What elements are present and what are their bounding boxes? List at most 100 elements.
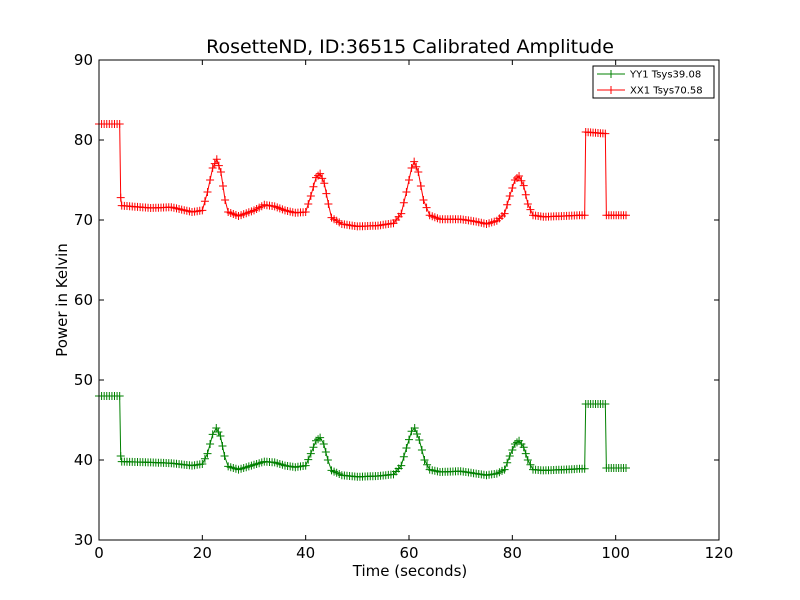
data-point [198, 206, 207, 215]
data-point [580, 464, 589, 473]
data-point [416, 182, 425, 190]
data-point [601, 129, 610, 138]
data-point [200, 197, 209, 206]
data-point [417, 446, 426, 454]
series-markers-yy1 [95, 392, 630, 481]
data-point [208, 164, 217, 172]
data-point [115, 120, 124, 128]
legend-marker-xx1 [607, 86, 615, 94]
data-point [203, 188, 212, 196]
y-tick-label: 90 [74, 51, 93, 69]
data-point [515, 172, 524, 180]
data-point [210, 159, 219, 168]
data-point [523, 456, 532, 464]
legend-box [592, 65, 715, 99]
data-point [523, 200, 532, 208]
data-point [622, 464, 630, 472]
plot-area: 0 20 40 60 80 100 120 30 40 50 60 70 80 90 [74, 51, 733, 562]
data-point [508, 446, 517, 454]
data-point [324, 200, 333, 208]
data-point [320, 179, 329, 188]
data-point [221, 196, 230, 204]
data-point [419, 196, 428, 204]
x-tick-label: 120 [705, 544, 734, 562]
data-point [212, 155, 221, 164]
data-point [402, 444, 411, 452]
data-point [510, 176, 519, 184]
y-tick-label: 40 [74, 451, 93, 469]
y-tick-label: 70 [74, 211, 93, 229]
data-point [526, 460, 535, 469]
data-point [301, 208, 310, 216]
data-point [397, 209, 406, 218]
legend-label-xx1: XX1 Tsys70.58 [630, 86, 703, 97]
x-axis-label: Time (seconds) [352, 562, 468, 580]
data-point [521, 449, 530, 458]
chart-title: RosetteND, ID:36515 Calibrated Amplitude [206, 36, 614, 58]
data-point [415, 436, 424, 444]
data-point [414, 168, 423, 176]
data-point [206, 176, 215, 184]
data-point [304, 455, 313, 464]
data-point [399, 452, 408, 461]
data-point [116, 452, 125, 460]
data-point [500, 209, 509, 218]
data-point [316, 169, 325, 178]
y-tick-label: 80 [74, 131, 93, 149]
data-point [206, 440, 215, 448]
data-point [399, 198, 408, 207]
data-point [512, 438, 521, 447]
data-point [503, 458, 512, 467]
data-point [517, 176, 526, 185]
data-point [322, 189, 331, 198]
data-point [203, 449, 212, 458]
x-tick-label: 60 [399, 544, 418, 562]
data-point [309, 182, 318, 191]
legend-marker-yy1 [607, 70, 615, 78]
series-markers-xx1 [95, 120, 630, 231]
y-tick-label: 60 [74, 291, 93, 309]
data-point [500, 465, 509, 474]
data-point [512, 174, 521, 182]
data-point [405, 176, 413, 184]
data-point [407, 164, 416, 172]
data-point [220, 452, 229, 460]
x-tick-label: 0 [94, 544, 104, 562]
data-point [219, 182, 227, 190]
data-point [312, 436, 320, 445]
legend-label-yy1: YY1 Tsys39.08 [629, 70, 701, 81]
data-point [410, 157, 419, 166]
x-tick-label: 40 [296, 544, 315, 562]
data-point [218, 442, 227, 450]
data-point [323, 456, 332, 464]
data-point [306, 449, 315, 458]
data-point [410, 424, 419, 432]
data-point [505, 452, 514, 460]
legend: YY1 Tsys39.08 XX1 Tsys70.58 [592, 65, 715, 99]
data-point [216, 168, 225, 176]
data-point [319, 440, 328, 448]
x-axis-ticks: 0 20 40 60 80 100 120 [94, 60, 733, 562]
data-point [422, 203, 431, 212]
data-point [526, 205, 535, 214]
series-layer [95, 120, 630, 481]
data-point [208, 430, 217, 439]
data-point [519, 443, 528, 452]
data-point [321, 448, 330, 456]
data-point [423, 460, 432, 469]
y-tick-label: 50 [74, 371, 93, 389]
data-point [312, 173, 320, 182]
data-point [503, 200, 512, 209]
data-point [601, 400, 610, 408]
data-point [420, 456, 429, 464]
data-point [397, 461, 406, 470]
data-point [413, 430, 422, 438]
data-point [521, 190, 530, 199]
data-point [200, 454, 209, 463]
x-tick-label: 80 [503, 544, 522, 562]
data-point [580, 211, 589, 220]
x-tick-label: 100 [601, 544, 630, 562]
data-point [214, 161, 223, 170]
data-point [519, 181, 528, 190]
data-point [316, 433, 325, 442]
